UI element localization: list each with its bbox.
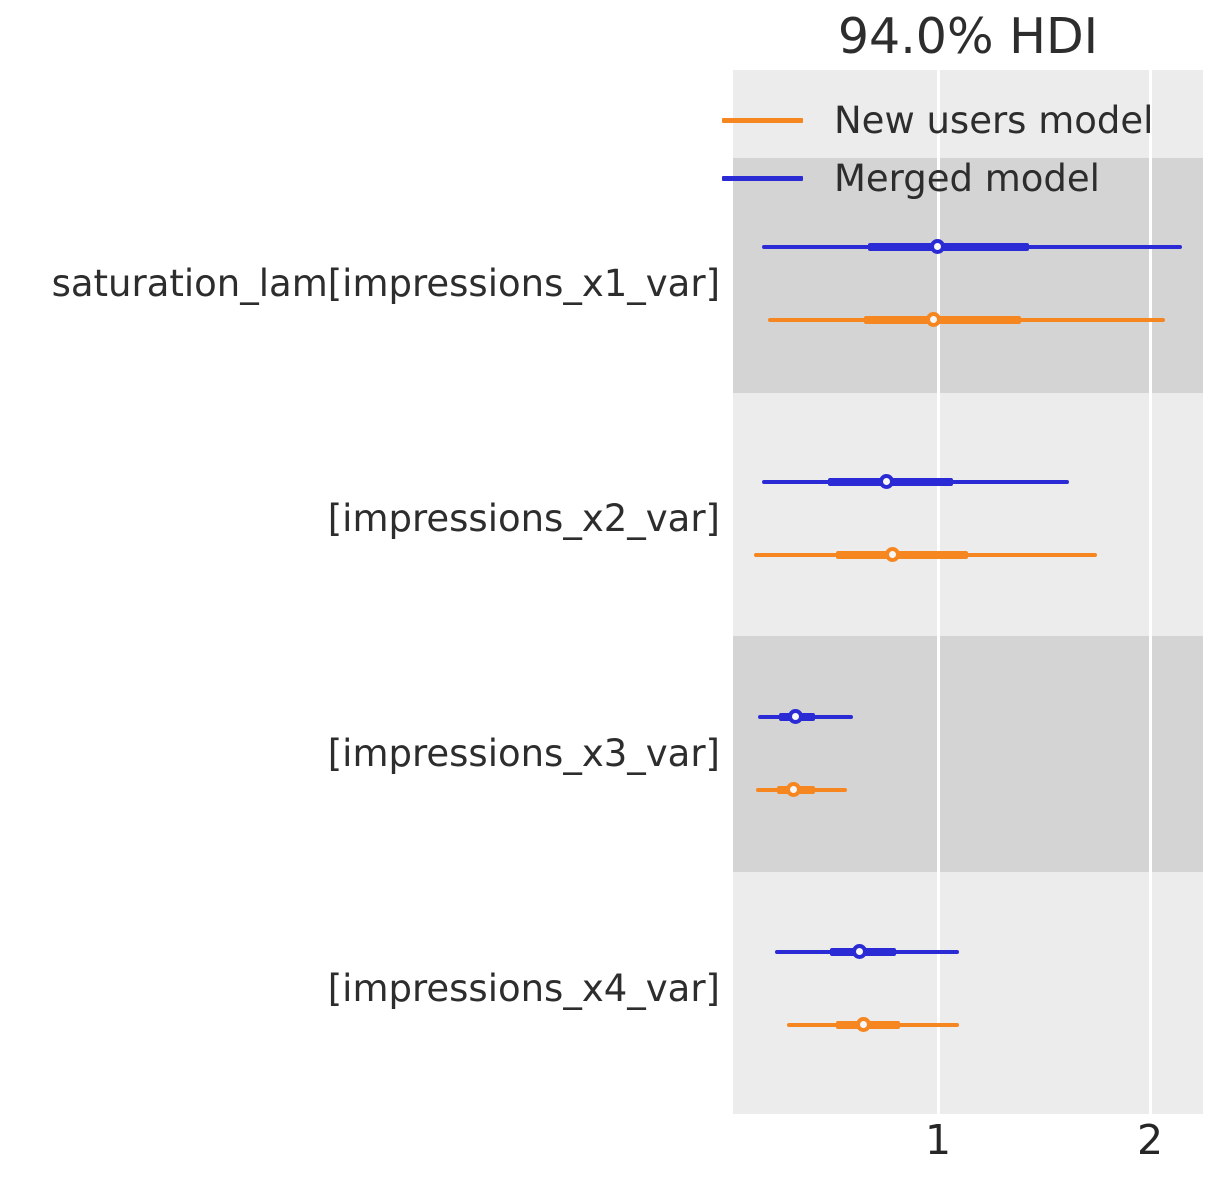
legend-line-merged-icon xyxy=(722,175,803,181)
legend-item-merged-model: Merged model xyxy=(722,156,1100,200)
legend-label-merged-model: Merged model xyxy=(834,156,1100,200)
median-dot-merged-model xyxy=(879,474,895,489)
y-axis-label: [impressions_x2_var] xyxy=(327,496,720,540)
median-dot-new-users-model xyxy=(785,782,801,797)
background-band-dark xyxy=(733,158,1203,393)
y-axis-label: [impressions_x4_var] xyxy=(327,966,720,1010)
background-band-light xyxy=(733,393,1203,636)
median-dot-new-users-model xyxy=(855,1017,871,1032)
legend-label-new-users-model: New users model xyxy=(834,98,1154,142)
median-dot-merged-model xyxy=(930,239,945,254)
legend-line-new-users-icon xyxy=(722,117,803,123)
chart-title: 94.0% HDI xyxy=(837,8,1099,65)
plot-area xyxy=(733,70,1203,1114)
y-axis-label: [impressions_x3_var] xyxy=(327,731,720,775)
median-dot-new-users-model xyxy=(925,312,941,327)
iqr-50-line-new-users-model xyxy=(863,316,1021,324)
iqr-50-line-new-users-model xyxy=(836,551,968,559)
x-tick-label-1: 1 xyxy=(924,1116,952,1164)
median-dot-new-users-model xyxy=(885,547,901,562)
background-band-light xyxy=(733,872,1203,1114)
x-tick-label-2: 2 xyxy=(1136,1116,1164,1164)
median-dot-merged-model xyxy=(851,944,867,959)
background-band-dark xyxy=(733,636,1203,872)
legend-item-new-users-model: New users model xyxy=(722,98,1153,142)
gridline-x-1 xyxy=(936,70,940,1114)
y-axis-label: saturation_lam[impressions_x1_var] xyxy=(51,261,720,305)
gridline-x-2 xyxy=(1148,70,1152,1114)
background-band-light xyxy=(733,70,1203,158)
iqr-50-line-merged-model xyxy=(868,243,1030,251)
median-dot-merged-model xyxy=(787,709,803,724)
